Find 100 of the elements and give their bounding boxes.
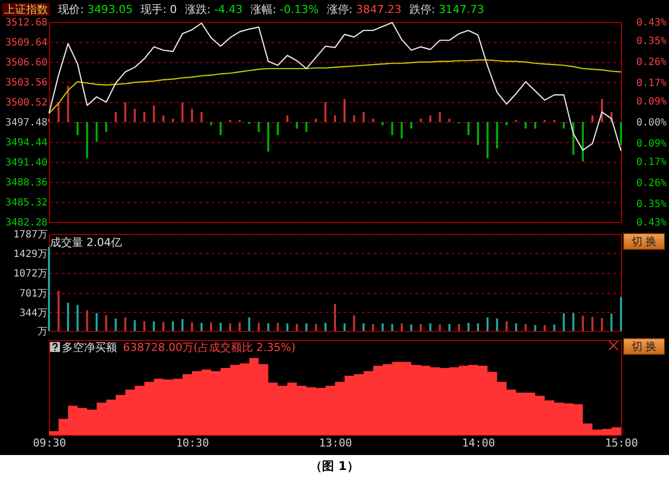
bar	[496, 122, 498, 148]
bar	[562, 122, 565, 129]
bar	[134, 108, 136, 122]
y2-tick-label: 0.26%	[636, 57, 666, 68]
y-tick-label: 3491.40	[5, 158, 48, 168]
bar	[515, 323, 518, 331]
y2-tick-label: 0.09%	[636, 96, 666, 108]
bar	[420, 118, 422, 122]
bar	[553, 324, 556, 331]
bar	[152, 321, 155, 331]
y-tick-label: 1429万	[13, 248, 48, 260]
bar	[181, 102, 184, 122]
text: 涨跌: -4.43	[184, 3, 243, 16]
y-tick-label: 701万	[19, 288, 48, 300]
bar	[48, 118, 50, 122]
line-series	[48, 59, 622, 114]
text: 现价: 3493.05	[58, 3, 133, 16]
bar	[210, 122, 212, 126]
bar	[334, 115, 336, 122]
x-tick-label: 13:00	[318, 436, 352, 450]
bar	[305, 122, 308, 132]
bar	[76, 304, 79, 331]
bar	[382, 323, 384, 331]
bar	[458, 324, 460, 331]
bar	[372, 324, 374, 331]
bar	[181, 319, 184, 331]
bar	[48, 246, 50, 331]
bar	[105, 122, 108, 132]
text: 涨停: 3847.23	[326, 3, 402, 16]
bar	[267, 122, 270, 152]
bar	[420, 324, 422, 331]
bar	[438, 112, 441, 122]
bar	[448, 324, 450, 331]
bar	[410, 122, 412, 129]
bar	[506, 122, 508, 126]
bar	[410, 324, 412, 331]
bar	[267, 323, 270, 331]
text: 现手: 0	[140, 3, 177, 16]
bar	[534, 325, 536, 331]
bar	[162, 115, 164, 122]
y-tick-label: 344万	[19, 308, 48, 319]
y-tick-label: 3485.32	[5, 198, 48, 208]
bar	[582, 122, 584, 162]
bar	[572, 313, 574, 331]
y-tick-label: 3494.44	[5, 138, 48, 148]
text: 切 换	[623, 338, 665, 355]
chart-title: 多空净买额	[62, 341, 117, 354]
bar	[486, 122, 489, 158]
x-tick-label: 14:00	[462, 436, 496, 450]
y-tick-label: 3503.56	[5, 78, 48, 88]
y2-tick-label: 0.43%	[636, 18, 666, 28]
bar	[477, 323, 479, 331]
bar	[86, 310, 88, 331]
y-tick-label: 3506.60	[5, 58, 48, 68]
bar	[96, 122, 98, 142]
bar	[477, 122, 479, 146]
bar	[286, 115, 288, 122]
y-tick-label: 3488.36	[5, 178, 48, 188]
y-tick-label: 3497.48	[5, 118, 48, 128]
y-tick-label: 1072万	[13, 268, 48, 280]
bar	[324, 102, 326, 122]
chart-title: 成交量 2.04亿	[50, 235, 122, 250]
y-tick-label: 3509.64	[5, 38, 48, 48]
bar	[238, 322, 241, 331]
bar	[438, 324, 441, 331]
bar	[391, 122, 394, 136]
bar	[105, 315, 108, 331]
bar	[76, 122, 79, 136]
bar	[324, 322, 326, 331]
chart-title: 上证指数	[2, 3, 50, 16]
bar	[191, 322, 193, 331]
y2-tick-label: 0.26%	[636, 178, 666, 189]
y2-tick-label: 0.09%	[636, 138, 666, 150]
bar	[391, 324, 394, 331]
bar	[400, 122, 403, 138]
bar	[591, 316, 594, 331]
bar	[296, 122, 298, 129]
bar	[58, 102, 60, 122]
y-tick-label: 3500.52	[5, 98, 48, 108]
y-tick-label: 1787万	[13, 230, 48, 240]
y2-tick-label: 0.35%	[636, 36, 666, 48]
y2-tick-label: 0.43%	[636, 218, 666, 228]
text: （图 1）	[309, 458, 360, 475]
bar	[534, 122, 536, 129]
bar	[172, 118, 174, 122]
bar	[124, 317, 126, 331]
bar	[382, 122, 384, 126]
y2-tick-label: 0.00%	[636, 118, 666, 128]
bar	[86, 122, 88, 158]
bar	[591, 115, 594, 122]
bar	[314, 118, 317, 122]
bar	[114, 112, 117, 122]
bar	[152, 106, 155, 122]
bar	[620, 296, 622, 331]
bar	[143, 321, 146, 331]
bar	[248, 317, 250, 331]
bar	[296, 324, 298, 331]
bar	[610, 314, 612, 331]
bar	[200, 112, 203, 122]
bar	[506, 321, 508, 331]
